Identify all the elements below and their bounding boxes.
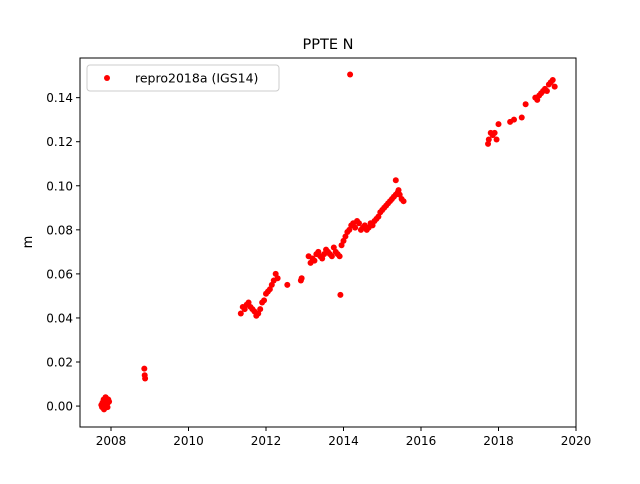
data-point <box>347 71 354 78</box>
data-point <box>551 83 558 90</box>
y-tick-label: 0.02 <box>46 356 73 370</box>
data-point <box>511 116 517 123</box>
data-point <box>395 187 402 194</box>
data-point <box>495 121 502 128</box>
chart-title: PPTE N <box>303 37 354 53</box>
data-point <box>392 177 399 184</box>
data-point <box>261 297 268 304</box>
data-point <box>493 136 500 143</box>
y-tick-label: 0.14 <box>46 91 73 105</box>
legend-marker-icon <box>104 75 110 81</box>
x-tick-label: 2020 <box>561 434 592 448</box>
data-point <box>549 77 556 84</box>
y-tick-label: 0.10 <box>46 179 73 193</box>
data-point <box>485 140 492 147</box>
data-point <box>311 257 318 264</box>
data-point <box>274 275 281 282</box>
y-tick-label: 0.06 <box>46 267 73 281</box>
x-axis-ticks: 2008 2010 2012 2014 2016 2018 2020 <box>96 427 592 448</box>
data-point <box>336 253 343 260</box>
y-tick-label: 0.12 <box>46 135 73 149</box>
x-tick-label: 2018 <box>483 434 514 448</box>
x-tick-label: 2012 <box>251 434 282 448</box>
x-tick-label: 2014 <box>328 434 359 448</box>
y-tick-label: 0.08 <box>46 223 73 237</box>
data-point <box>298 275 305 282</box>
x-tick-label: 2008 <box>96 434 127 448</box>
data-points <box>98 71 558 413</box>
data-point <box>284 281 291 288</box>
data-point <box>257 306 264 313</box>
data-point <box>328 253 335 260</box>
x-tick-label: 2016 <box>406 434 437 448</box>
x-tick-label: 2010 <box>173 434 204 448</box>
y-axis-ticks: 0.00 0.02 0.04 0.06 0.08 0.10 0.12 0.14 <box>46 91 80 414</box>
data-point <box>104 404 111 411</box>
data-point <box>337 291 344 298</box>
legend: repro2018a (IGS14) <box>86 64 280 92</box>
data-point <box>352 224 359 231</box>
data-point <box>400 198 407 205</box>
data-point <box>141 365 148 372</box>
legend-label: repro2018a (IGS14) <box>135 71 258 86</box>
data-point <box>485 136 492 143</box>
legend-box <box>86 64 280 92</box>
data-point <box>543 88 550 95</box>
data-point <box>356 220 362 227</box>
y-axis-label: m <box>21 236 36 249</box>
y-tick-label: 0.04 <box>46 311 73 325</box>
data-point <box>518 114 525 121</box>
y-tick-label: 0.00 <box>46 400 73 414</box>
data-point <box>142 375 149 382</box>
data-point <box>522 101 529 108</box>
plot-frame <box>79 57 577 428</box>
data-point <box>237 310 244 317</box>
data-point <box>491 129 498 136</box>
